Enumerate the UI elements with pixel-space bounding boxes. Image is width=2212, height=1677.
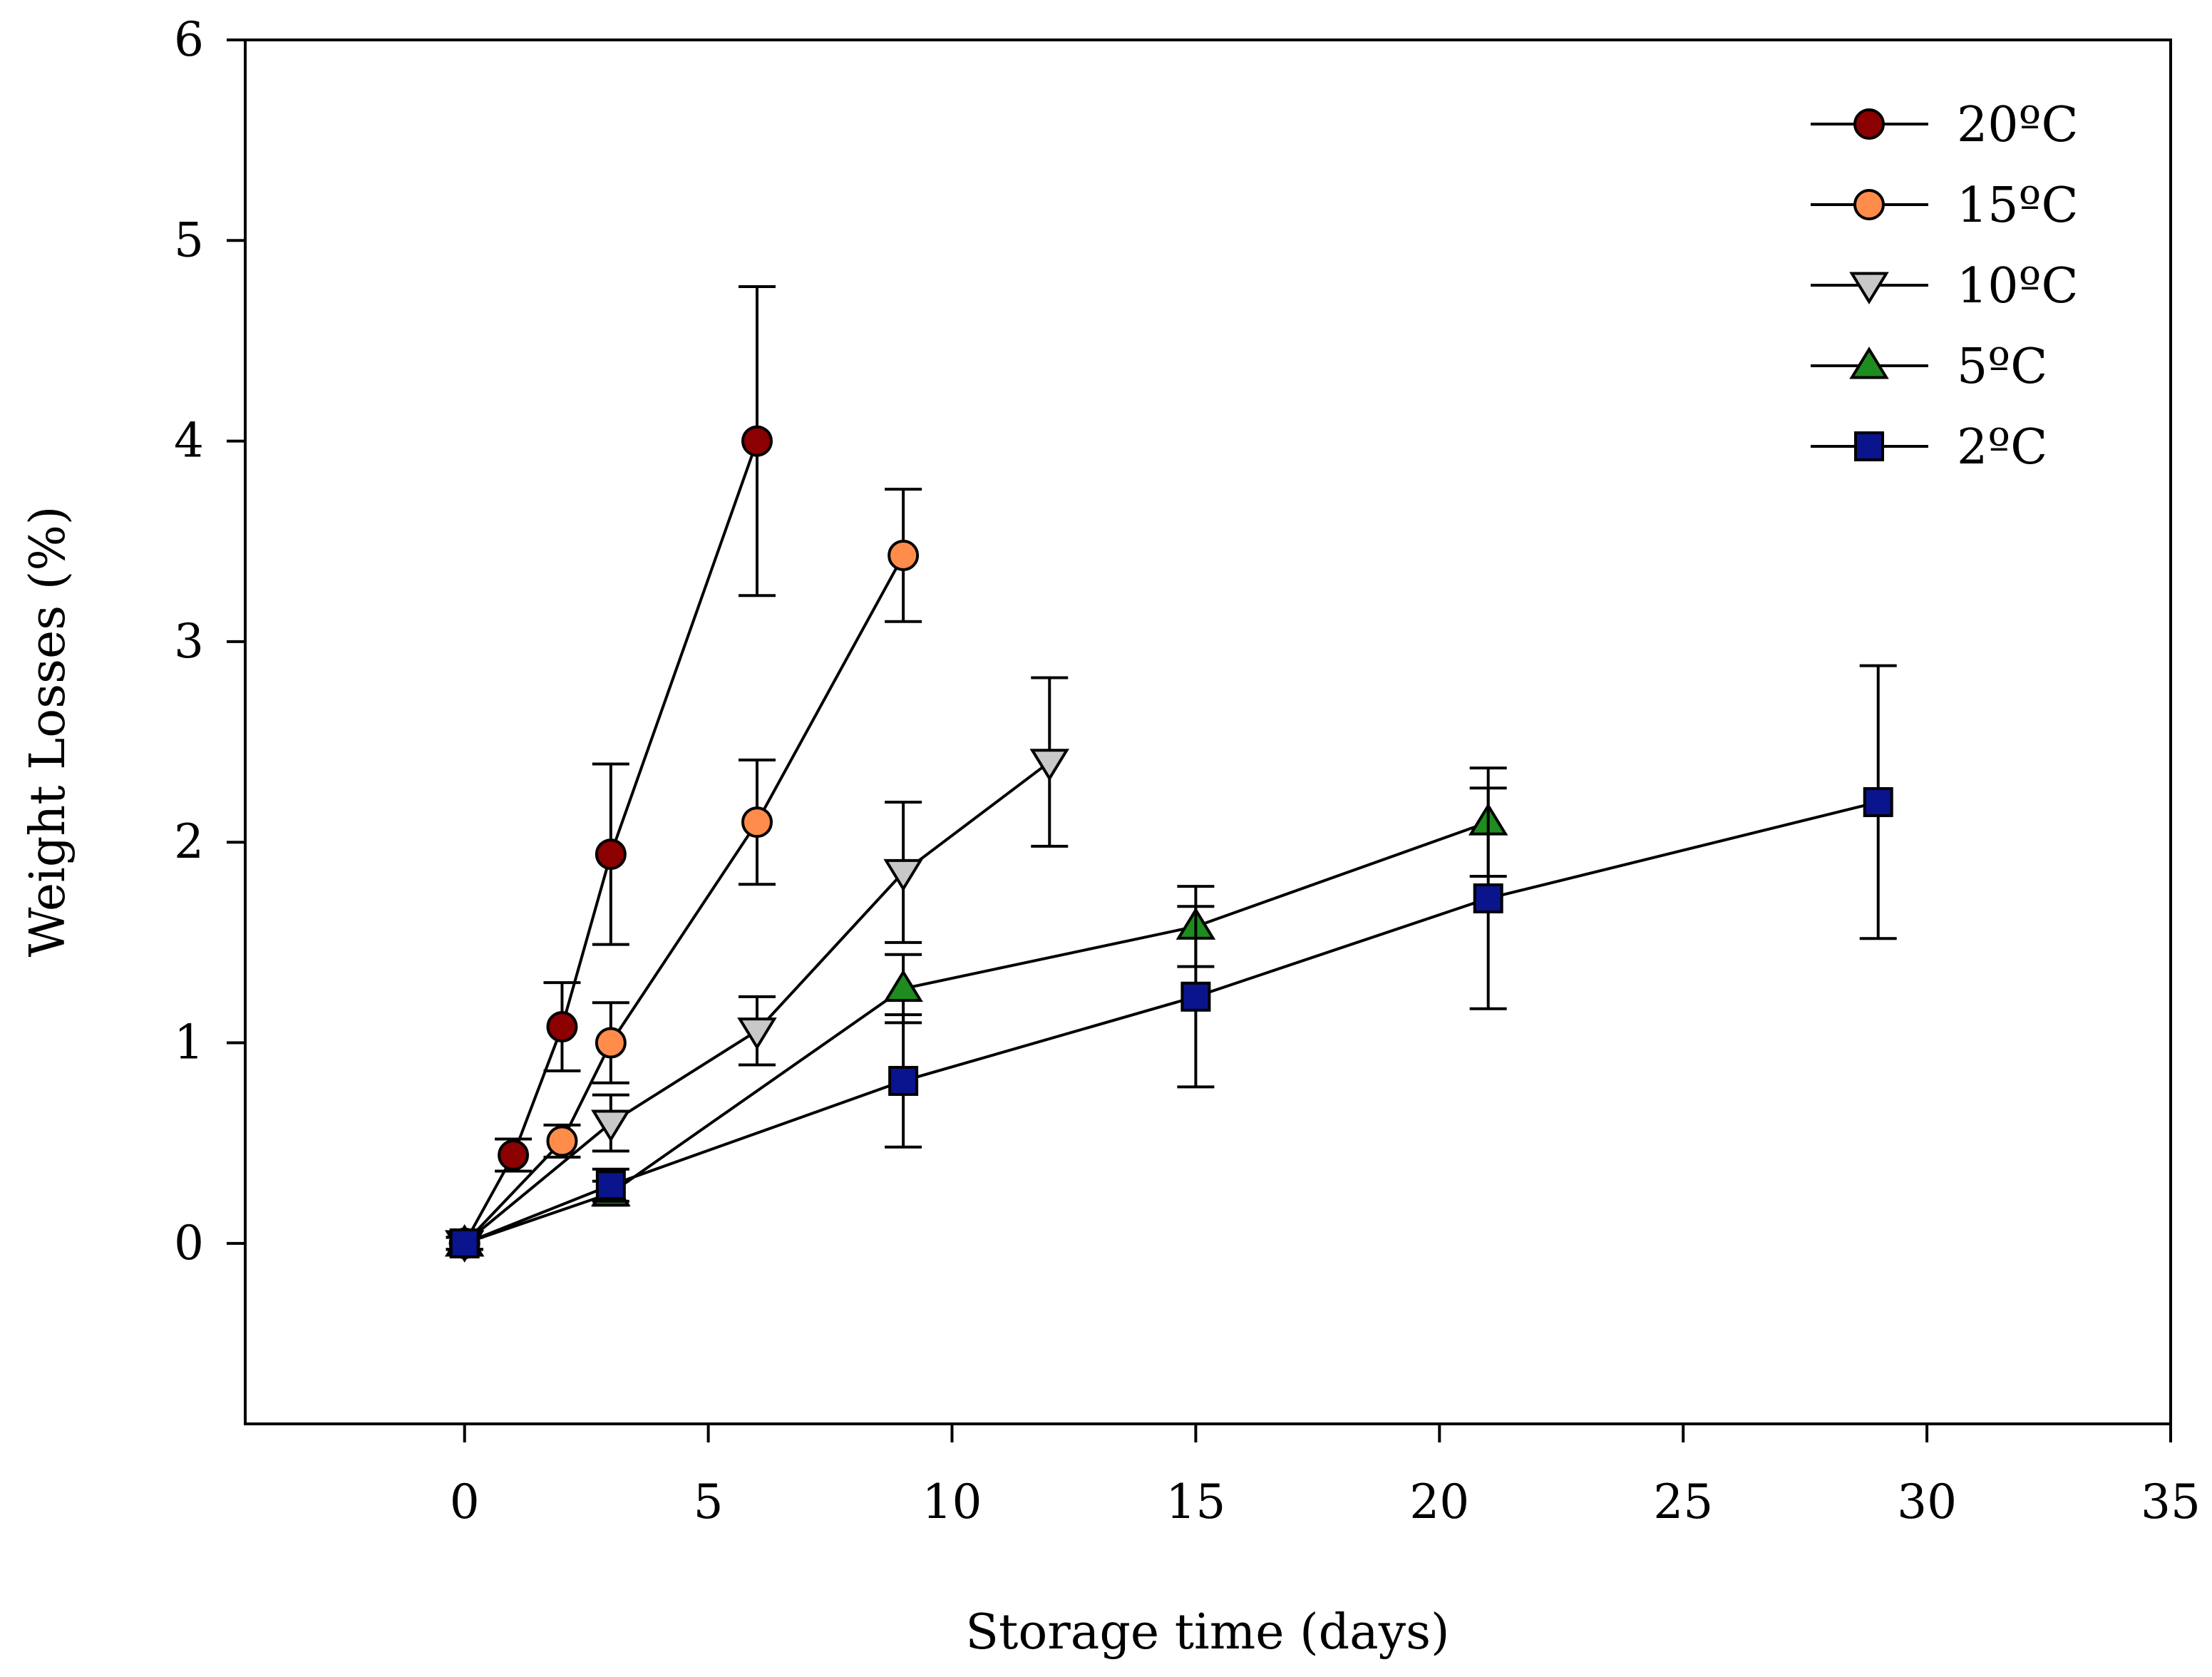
y-axis-label: Weight Losses (%) [20, 506, 76, 958]
data-point [546, 1011, 578, 1043]
legend-item-20c: 20ºC [1811, 97, 2079, 153]
data-point [1473, 883, 1503, 913]
data-point [595, 1027, 627, 1059]
legend-label: 2ºC [1957, 419, 2047, 476]
y-tick-label: 1 [174, 1015, 204, 1070]
legend-marker [1849, 347, 1889, 379]
legend-item-10c: 10ºC [1811, 258, 2079, 314]
y-tick-label: 6 [174, 12, 204, 67]
legend-marker [1853, 108, 1885, 140]
legend-marker [1849, 272, 1889, 304]
data-point [888, 539, 920, 571]
legend-marker [1854, 431, 1884, 461]
legend-item-5c: 5ºC [1811, 339, 2047, 395]
data-point [1180, 981, 1211, 1012]
y-tick-label: 0 [174, 1216, 204, 1271]
x-tick-label: 30 [1897, 1475, 1957, 1529]
legend: 20ºC 15ºC 10ºC 5ºC 2ºC [1811, 97, 2079, 476]
data-point [498, 1139, 530, 1171]
x-tick-label: 10 [922, 1475, 982, 1529]
x-tick-label: 5 [694, 1475, 724, 1529]
ticks-layer: 0 5 10 15 20 25 30 35 0 1 2 3 4 5 6 [174, 12, 2201, 1529]
plot-frame [244, 39, 2172, 1425]
x-axis-label: Storage time (days) [965, 1604, 1449, 1661]
x-tick-label: 35 [2141, 1475, 2201, 1529]
data-point [591, 1109, 631, 1142]
y-tick-label: 4 [174, 414, 204, 468]
data-point [1029, 749, 1070, 781]
y-tick-label: 3 [174, 614, 204, 669]
legend-item-15c: 15ºC [1811, 178, 2079, 234]
legend-label: 20ºC [1957, 97, 2079, 153]
data-point [449, 1228, 480, 1258]
data-point [595, 838, 627, 871]
x-tick-label: 0 [450, 1475, 480, 1529]
x-tick-label: 20 [1409, 1475, 1469, 1529]
legend-item-2c: 2ºC [1811, 419, 2047, 476]
data-point [741, 425, 773, 457]
data-point [546, 1125, 578, 1157]
data-point [883, 858, 923, 892]
data-point [1863, 786, 1893, 817]
data-point [888, 1065, 919, 1096]
y-tick-label: 5 [174, 212, 204, 267]
legend-marker [1853, 189, 1885, 220]
legend-label: 15ºC [1957, 178, 2079, 234]
data-point [595, 1170, 626, 1201]
series-layer [444, 285, 1897, 1263]
y-tick-label: 2 [174, 814, 204, 869]
data-point [883, 969, 923, 1002]
x-tick-label: 15 [1166, 1475, 1225, 1529]
series-20c [446, 285, 776, 1259]
data-point [741, 806, 773, 838]
x-tick-label: 25 [1653, 1475, 1713, 1529]
legend-label: 5ºC [1957, 339, 2047, 395]
legend-label: 10ºC [1957, 258, 2079, 314]
series-line [463, 801, 1879, 1245]
series-2c [446, 664, 1897, 1258]
data-point [737, 1017, 777, 1050]
